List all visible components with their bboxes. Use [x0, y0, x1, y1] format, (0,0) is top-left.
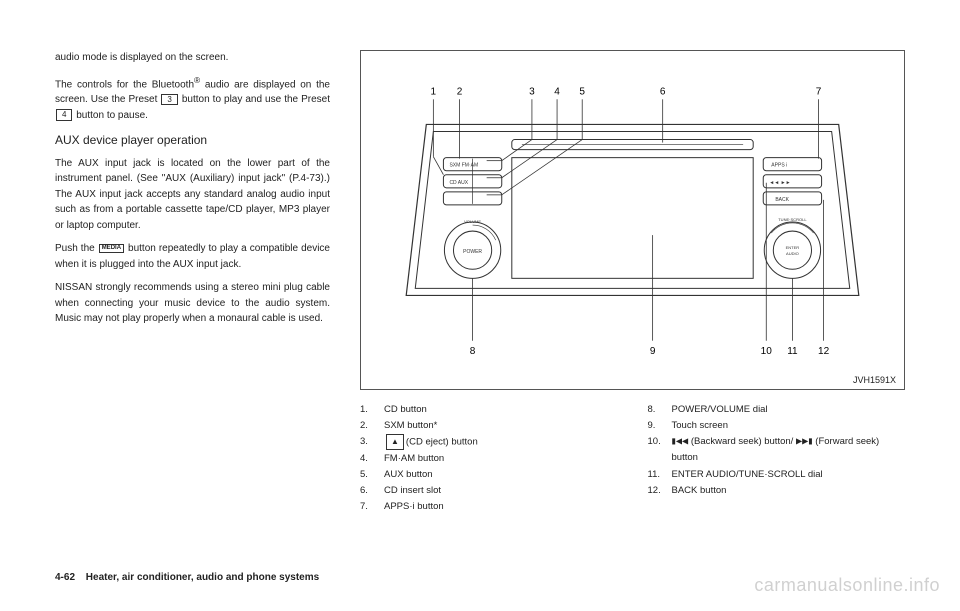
- section-title: Heater, air conditioner, audio and phone…: [86, 572, 319, 583]
- svg-text:3: 3: [529, 86, 535, 97]
- para-4: Push the MEDIA button repeatedly to play…: [55, 241, 330, 272]
- svg-text:VOLUME: VOLUME: [464, 219, 481, 224]
- body-text-column: audio mode is displayed on the screen. T…: [55, 50, 330, 515]
- para-1: audio mode is displayed on the screen.: [55, 50, 330, 66]
- seek-fwd-icon: ▶▶▮: [796, 437, 813, 446]
- svg-text:7: 7: [816, 86, 822, 97]
- svg-text:4: 4: [554, 86, 560, 97]
- para-5: NISSAN strongly recommends using a stere…: [55, 280, 330, 327]
- svg-text:TUNE·SCROLL: TUNE·SCROLL: [778, 217, 807, 222]
- svg-text:ENTER: ENTER: [786, 245, 800, 250]
- diagram-svg: SXM FM·AM CD AUX APPS i ◄◄ ►► BACK POWER…: [371, 61, 894, 379]
- media-button-icon: MEDIA: [99, 244, 124, 253]
- svg-text:5: 5: [579, 86, 585, 97]
- para-3: The AUX input jack is located on the low…: [55, 156, 330, 234]
- page-number: 4-62: [55, 572, 75, 583]
- svg-text:POWER: POWER: [463, 249, 482, 255]
- legend: 1.CD button 2.SXM button* 3.▲(CD eject) …: [360, 402, 905, 515]
- svg-text:12: 12: [818, 346, 830, 357]
- preset-3-icon: 3: [161, 94, 177, 106]
- legend-col-2: 8.POWER/VOLUME dial 9.Touch screen 10.▮◀…: [648, 402, 906, 515]
- svg-text:CD AUX: CD AUX: [449, 180, 468, 186]
- svg-text:◄◄ ►►: ◄◄ ►►: [769, 180, 790, 186]
- svg-text:2: 2: [457, 86, 463, 97]
- para-2: The controls for the Bluetooth® audio ar…: [55, 74, 330, 124]
- page-footer: 4-62 Heater, air conditioner, audio and …: [55, 572, 319, 583]
- radio-diagram: SXM FM·AM CD AUX APPS i ◄◄ ►► BACK POWER…: [360, 50, 905, 390]
- svg-text:BACK: BACK: [775, 197, 789, 203]
- svg-text:APPS i: APPS i: [771, 163, 787, 169]
- preset-4-icon: 4: [56, 109, 72, 121]
- legend-col-1: 1.CD button 2.SXM button* 3.▲(CD eject) …: [360, 402, 618, 515]
- seek-back-icon: ▮◀◀: [672, 437, 689, 446]
- svg-text:SXM FM·AM: SXM FM·AM: [449, 163, 478, 169]
- watermark: carmanualsonline.info: [754, 575, 940, 596]
- svg-text:1: 1: [431, 86, 437, 97]
- svg-text:6: 6: [660, 86, 666, 97]
- svg-text:9: 9: [650, 346, 656, 357]
- svg-text:11: 11: [787, 346, 798, 357]
- eject-icon: ▲: [386, 434, 404, 450]
- diagram-code: JVH1591X: [853, 375, 896, 385]
- svg-text:8: 8: [470, 346, 476, 357]
- svg-text:10: 10: [761, 346, 773, 357]
- aux-heading: AUX device player operation: [55, 131, 330, 150]
- svg-text:AUDIO: AUDIO: [786, 251, 799, 256]
